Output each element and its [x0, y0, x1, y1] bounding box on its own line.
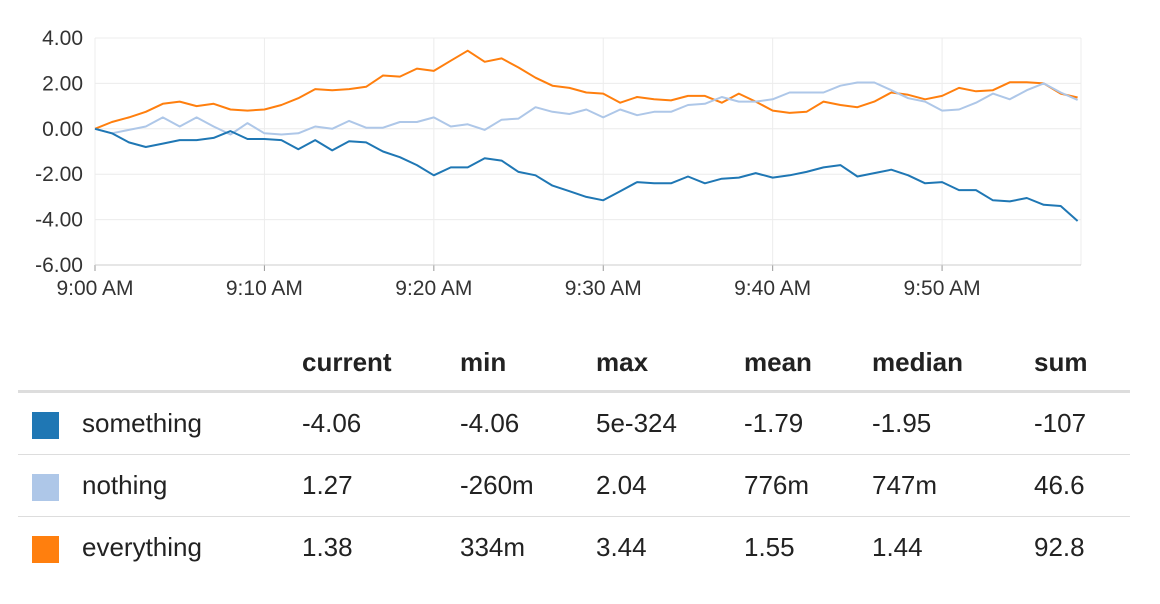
y-tick-label: -4.00 [35, 209, 83, 232]
stat-current: 1.38 [302, 532, 353, 562]
legend-swatch-cell [18, 391, 82, 455]
series-line-nothing [94, 81, 1079, 136]
series-name[interactable]: something [82, 391, 302, 455]
line-chart: 4.00 2.00 0.00 -2.00 -4.00 -6.009:00 AM 9:10 A… [35, 27, 1082, 300]
stat-median: -1.95 [872, 391, 1034, 455]
stats-row-something[interactable]: something -4.06 -4.06 5e-324 -1.79 -1.95… [18, 391, 1130, 455]
header-current: current [302, 334, 460, 393]
stat-mean: 1.55 [744, 532, 795, 562]
stat-min: 334m [460, 532, 526, 562]
legend-swatch-everything [32, 535, 59, 563]
stat-median: 747m [872, 454, 1034, 517]
x-tick-label: 9:10 AM [226, 277, 303, 300]
stat-max: 2.04 [596, 454, 744, 517]
series-name[interactable]: nothing [82, 454, 302, 517]
header-max: max [596, 334, 744, 393]
x-tick-label: 9:20 AM [395, 277, 472, 300]
header-min: min [460, 334, 596, 393]
header-swatch-cell [18, 334, 82, 393]
x-tick-label: 9:30 AM [565, 277, 642, 300]
stats-row-everything[interactable]: everything 1.38 334m 3.44 1.55 1.44 92.8 [18, 517, 1130, 579]
header-median: median [872, 334, 1034, 393]
y-tick-label: 4.00 [42, 27, 83, 50]
stat-sum: -107 [1034, 391, 1130, 455]
x-tick-label: 9:00 AM [56, 277, 133, 300]
stat-current: -4.06 [302, 391, 460, 455]
series-line-everything [94, 49, 1078, 130]
y-tick-label: -6.00 [35, 254, 83, 277]
header-sum: sum [1034, 334, 1130, 393]
x-tick-label: 9:40 AM [734, 277, 811, 300]
series-name[interactable]: everything [82, 532, 202, 562]
y-tick-label: 0.00 [42, 118, 83, 141]
legend-swatch-something [32, 411, 59, 439]
x-tick-label: 9:50 AM [904, 277, 981, 300]
header-series-cell [82, 334, 302, 393]
chart-grid [94, 37, 1082, 266]
stat-sum: 46.6 [1034, 454, 1130, 517]
stat-max: 3.44 [596, 532, 647, 562]
stat-min: -260m [460, 454, 596, 517]
stat-sum: 92.8 [1034, 532, 1085, 562]
stats-table: current min max mean median sum somethin… [18, 334, 1130, 578]
y-tick-label: -2.00 [35, 163, 83, 186]
stat-current: 1.27 [302, 454, 460, 517]
legend-swatch-nothing [32, 473, 59, 501]
legend-swatch-cell [18, 454, 82, 517]
stats-header-row: current min max mean median sum [18, 334, 1130, 393]
legend-swatch-cell [18, 517, 82, 579]
stat-mean: 776m [744, 454, 872, 517]
series-line-something [94, 127, 1079, 222]
stat-max: 5e-324 [596, 391, 744, 455]
y-tick-label: 2.00 [42, 72, 83, 95]
stats-row-nothing[interactable]: nothing 1.27 -260m 2.04 776m 747m 46.6 [18, 454, 1130, 517]
stat-mean: -1.79 [744, 391, 872, 455]
stat-min: -4.06 [460, 391, 596, 455]
stat-median: 1.44 [872, 532, 923, 562]
header-mean: mean [744, 334, 872, 393]
chart-series [94, 49, 1079, 222]
chart-axes: 4.00 2.00 0.00 -2.00 -4.00 -6.009:00 AM 9:10 A… [35, 27, 1081, 300]
